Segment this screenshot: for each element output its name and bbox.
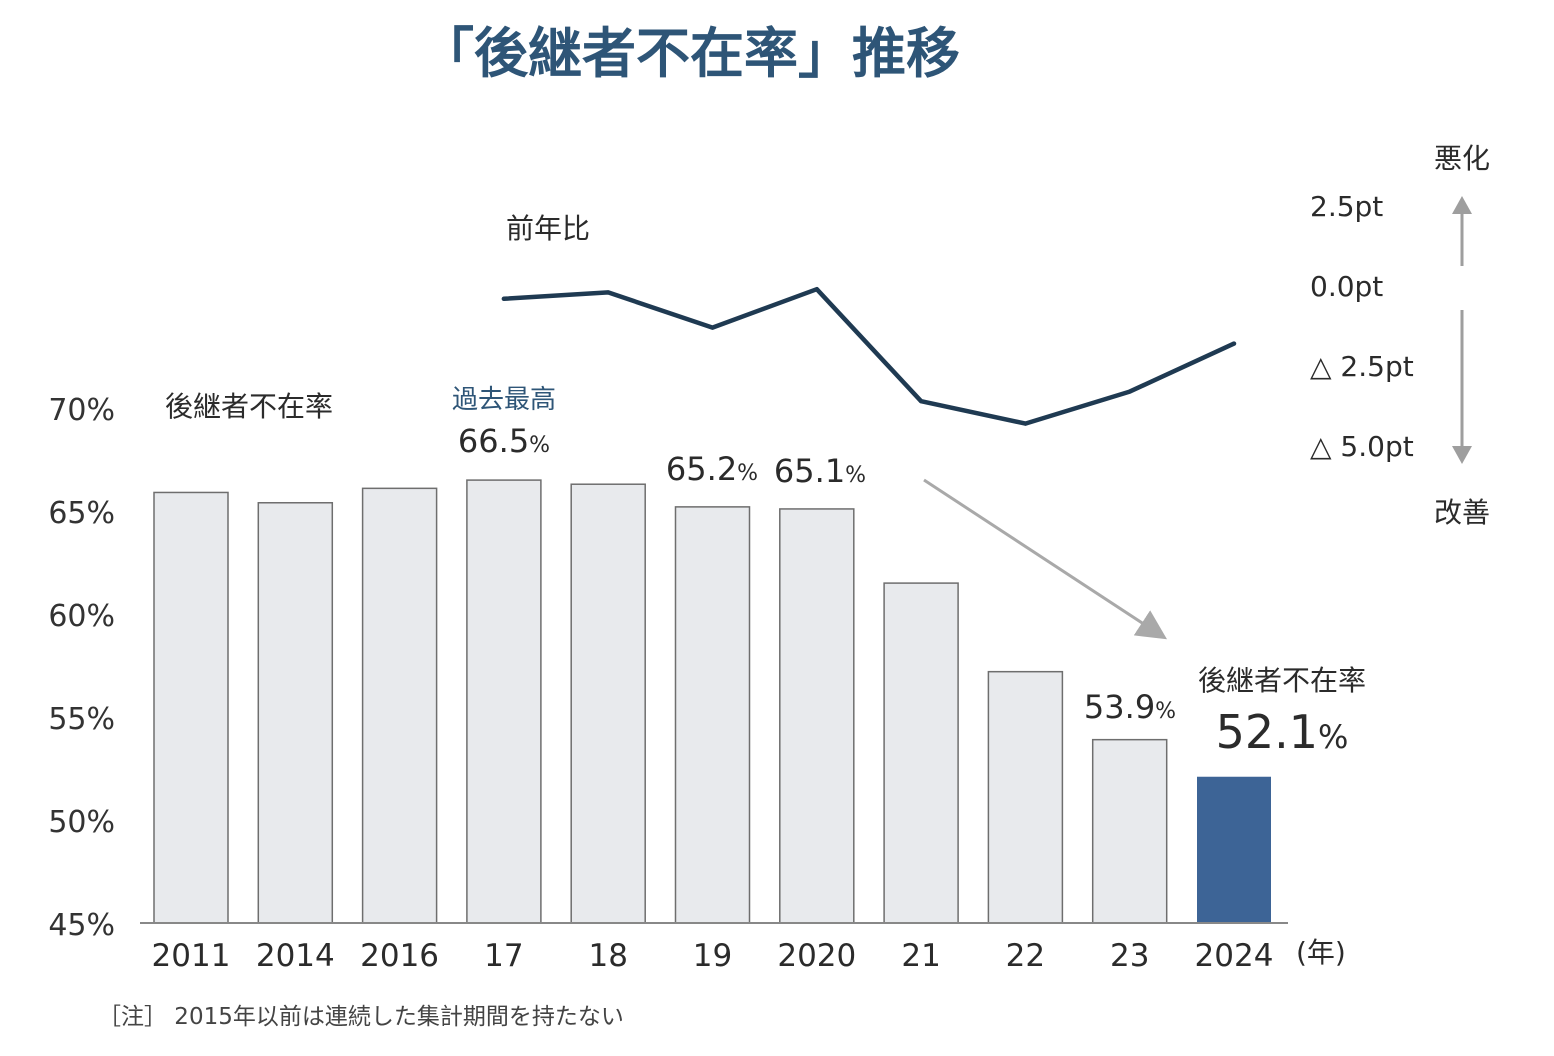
y-tick-label: 70%	[48, 393, 115, 428]
better-arrowhead-icon	[1452, 446, 1472, 464]
yoy-point-19	[710, 325, 715, 330]
yoy-point-23	[1127, 389, 1132, 394]
x-tick-label: 19	[693, 938, 732, 974]
bar-23	[1091, 738, 1168, 924]
value-label-19: 65.2%	[666, 450, 758, 488]
x-unit-label: (年)	[1296, 936, 1346, 969]
bar-21	[883, 582, 959, 924]
x-tick-label: 2011	[152, 938, 231, 974]
x-tick-label: 2020	[777, 938, 856, 974]
value-label-23: 53.9%	[1084, 688, 1176, 726]
latest-value-label: 52.1%	[1216, 705, 1349, 759]
y-tick-label: 65%	[48, 496, 115, 531]
y-tick-label: 55%	[48, 702, 115, 737]
value-label-2020: 65.1%	[774, 452, 866, 490]
x-tick-label: 17	[484, 938, 523, 974]
yoy-point-22	[1023, 421, 1028, 426]
yoy-tick-label: △ 5.0pt	[1310, 430, 1414, 463]
x-tick-label: 18	[588, 938, 627, 974]
yoy-tick-label: 0.0pt	[1310, 270, 1383, 303]
bar-2011	[153, 491, 229, 924]
x-tick-label: 23	[1110, 938, 1149, 974]
x-tick-label: 2016	[360, 938, 439, 974]
bar-18	[570, 483, 646, 924]
x-tick-label: 2014	[256, 938, 335, 974]
yoy-line	[501, 286, 1237, 426]
yoy-point-2024	[1232, 341, 1236, 346]
bar-2024	[1197, 776, 1271, 923]
yoy-axis-ticks: 2.5pt 0.0pt △ 2.5pt △ 5.0pt	[1310, 190, 1414, 463]
x-tick-label: 2024	[1195, 938, 1274, 974]
y-axis-ticks: 45% 50% 55% 60% 65% 70%	[48, 393, 115, 943]
yoy-tick-label: 2.5pt	[1310, 190, 1383, 223]
y-tick-label: 45%	[48, 908, 115, 943]
yoy-point-21	[919, 399, 924, 404]
yoy-point-18	[606, 290, 611, 295]
latest-caption: 後継者不在率	[1198, 664, 1366, 697]
bar-2016	[361, 487, 438, 924]
x-tick-label: 21	[901, 938, 940, 974]
bar-19	[674, 506, 751, 924]
bar-22	[987, 670, 1064, 924]
x-tick-label: 22	[1006, 938, 1045, 974]
yoy-point-17	[501, 296, 506, 301]
y-tick-label: 60%	[48, 599, 115, 634]
peak-caption: 過去最高	[452, 385, 556, 415]
bars	[153, 479, 1271, 924]
footnote: ［注］ 2015年以前は連続した集計期間を持たない	[98, 1004, 624, 1030]
bar-2014	[257, 502, 334, 924]
y-tick-label: 50%	[48, 805, 115, 840]
worse-arrowhead-icon	[1452, 196, 1472, 214]
bar-2020	[779, 508, 855, 924]
yoy-tick-label: △ 2.5pt	[1310, 350, 1414, 383]
bar-17	[466, 479, 542, 924]
trend-arrow	[923, 478, 1168, 640]
worse-label: 悪化	[1434, 142, 1490, 175]
better-label: 改善	[1434, 496, 1490, 529]
chart-title: 「後継者不在率」推移	[420, 22, 960, 85]
series-label: 後継者不在率	[165, 390, 333, 423]
yoy-point-2020	[814, 287, 819, 292]
x-axis-ticks: 2011 2014 2016 17 18 19 2020 21 22 23 2024	[152, 938, 1274, 974]
peak-value-label: 66.5%	[458, 422, 550, 460]
yoy-label: 前年比	[506, 212, 590, 245]
yoy-line-series	[501, 286, 1237, 426]
